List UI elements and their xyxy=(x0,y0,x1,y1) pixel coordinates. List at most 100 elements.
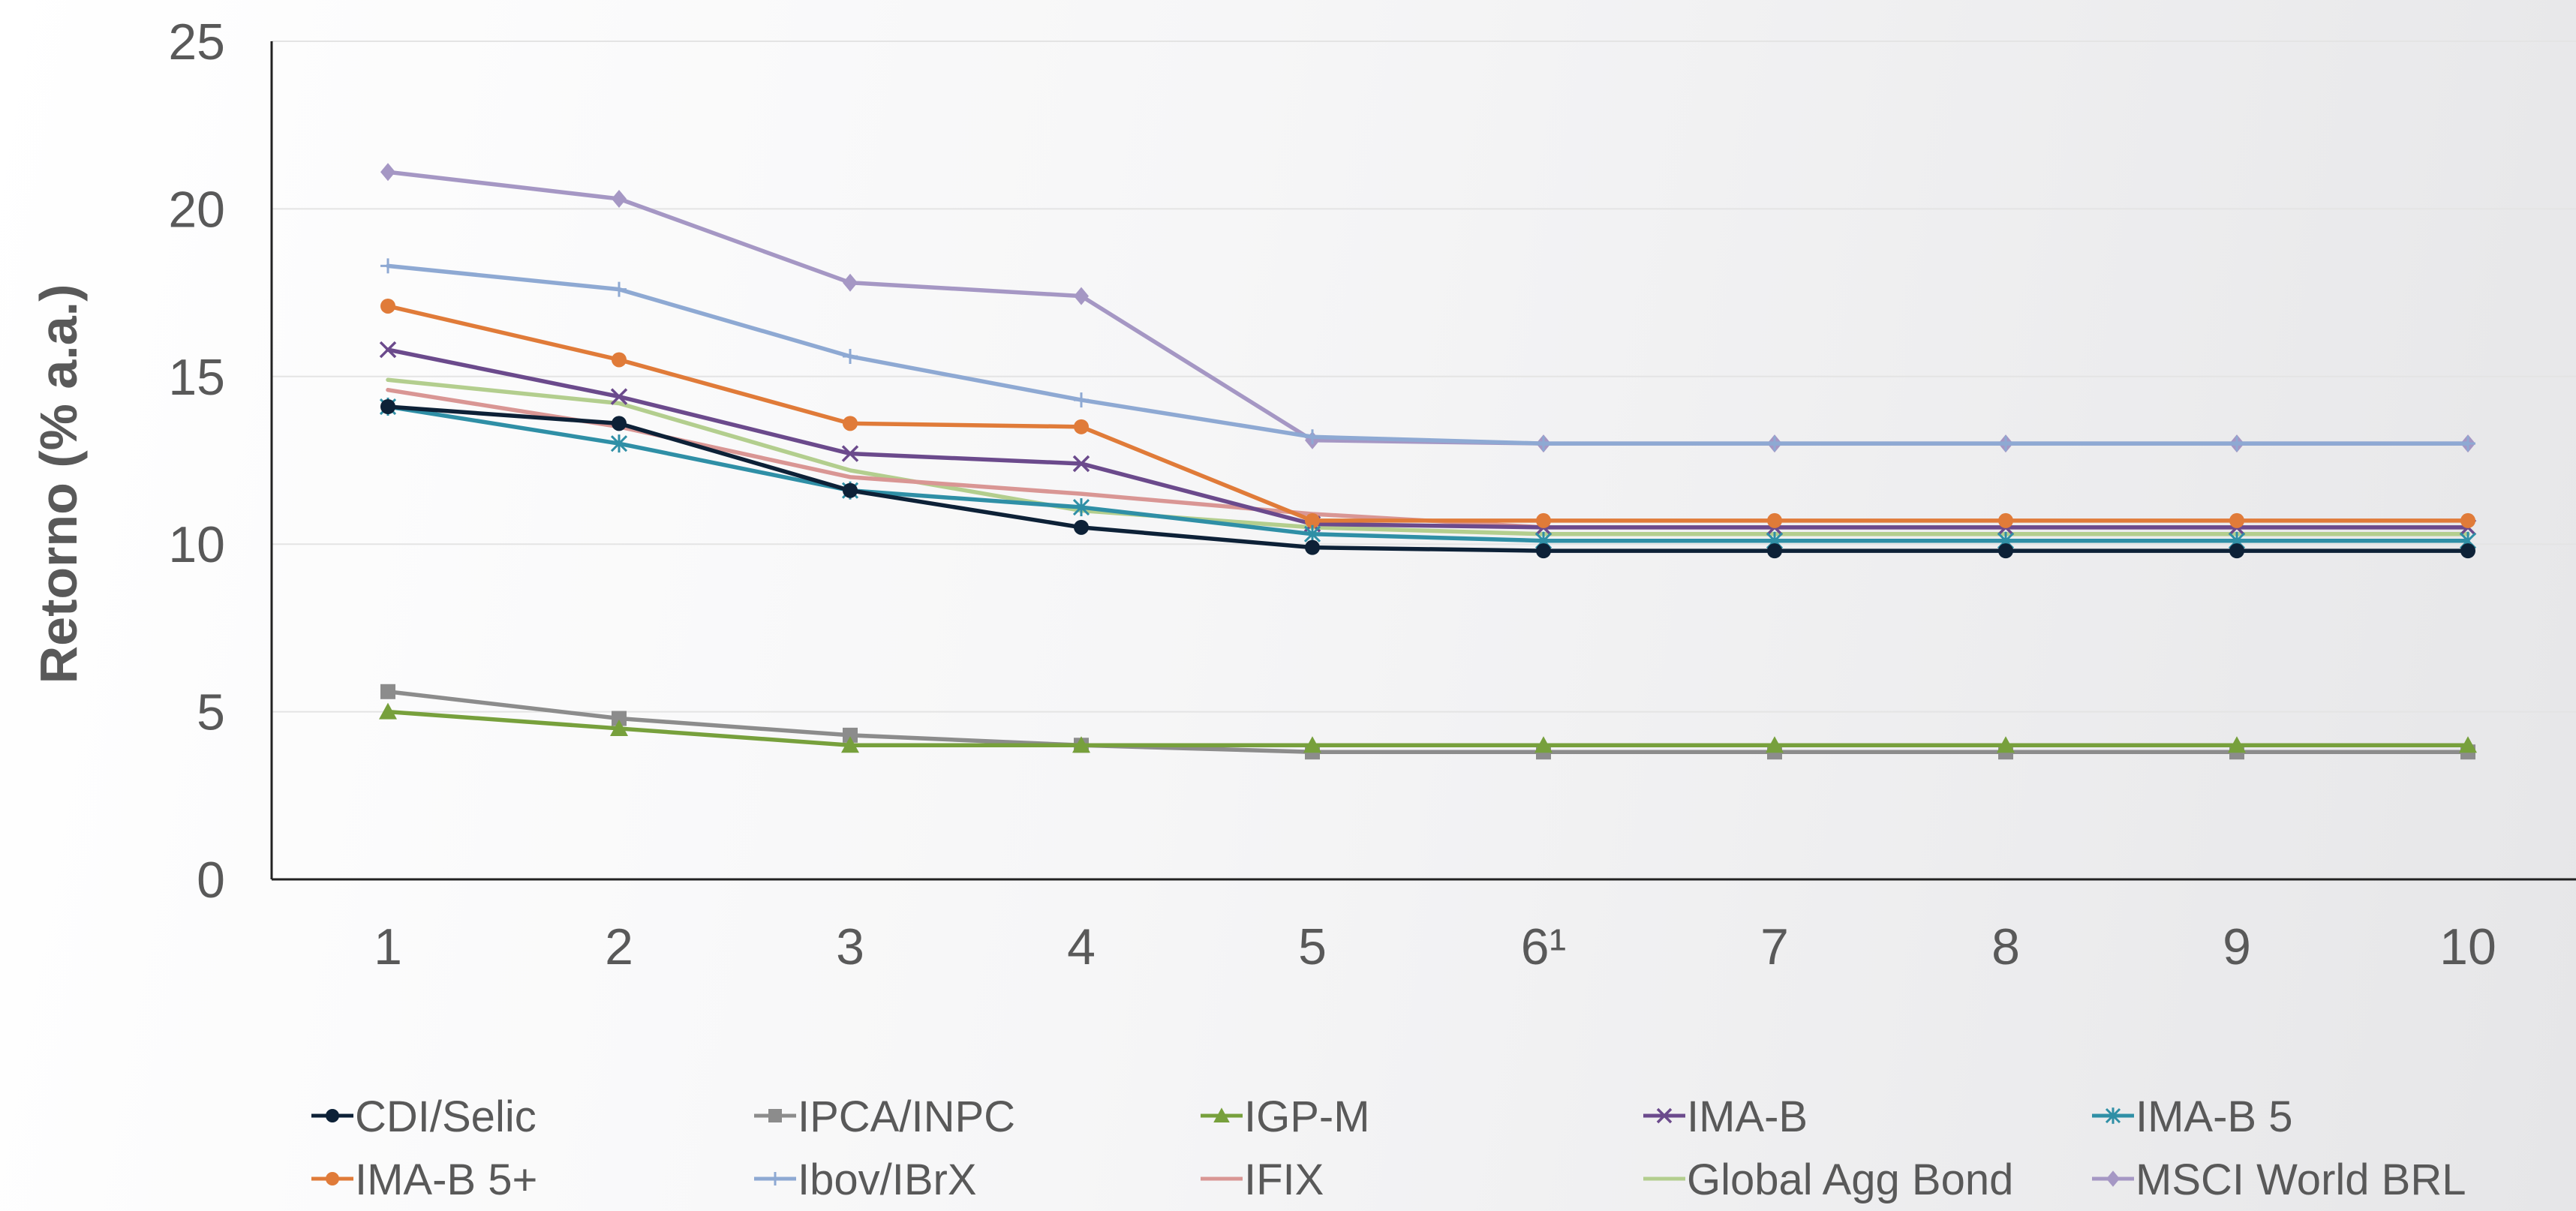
data-point xyxy=(1767,436,1782,452)
data-point xyxy=(612,189,627,208)
series-line xyxy=(386,404,2470,553)
x-tick-label: 3 xyxy=(836,918,864,975)
legend-label: IPCA/INPC xyxy=(798,1092,1015,1141)
series-msci-world-brl xyxy=(380,163,2475,453)
data-point xyxy=(843,273,858,292)
legend-item: Global Agg Bond xyxy=(1643,1155,2013,1204)
data-point xyxy=(2460,543,2475,559)
data-point xyxy=(2229,512,2244,528)
series-ipca-inpc xyxy=(380,684,2475,760)
data-point xyxy=(1303,736,1321,753)
data-point xyxy=(380,298,395,314)
data-point xyxy=(326,1172,339,1185)
data-point xyxy=(841,445,859,462)
data-point xyxy=(843,727,858,743)
series-ima-b-5- xyxy=(380,298,2475,528)
data-point xyxy=(1072,498,1090,517)
x-tick-label: 5 xyxy=(1298,918,1327,975)
legend-label: IMA-B xyxy=(1687,1092,1808,1141)
data-point xyxy=(1767,543,1782,559)
series-ibov-ibrx xyxy=(380,258,2475,452)
data-point xyxy=(612,281,627,297)
data-point xyxy=(1074,419,1089,434)
data-point xyxy=(379,341,397,359)
data-point xyxy=(1072,736,1090,753)
series-line xyxy=(386,377,2470,536)
legend-label: CDI/Selic xyxy=(355,1092,537,1141)
legend-label: Ibov/IBrX xyxy=(798,1155,977,1204)
data-point xyxy=(326,1109,339,1122)
y-tick-label: 5 xyxy=(197,684,225,741)
data-point xyxy=(2459,736,2477,753)
data-point xyxy=(1767,512,1782,528)
x-tick-label: 2 xyxy=(605,918,633,975)
data-point-stroke xyxy=(1072,455,1090,473)
x-tick-label: 7 xyxy=(1760,918,1789,975)
data-point xyxy=(380,258,395,274)
data-point xyxy=(1305,512,1320,528)
series-line xyxy=(386,404,2470,543)
data-point xyxy=(768,1172,782,1185)
data-point xyxy=(843,416,858,431)
data-point xyxy=(2106,1170,2120,1187)
legend-item: CDI/Selic xyxy=(311,1092,537,1141)
data-point xyxy=(380,163,395,182)
data-point xyxy=(1997,736,2015,753)
legend-label: Global Agg Bond xyxy=(1687,1155,2013,1204)
legend-item: IMA-B 5+ xyxy=(311,1155,537,1204)
legend-item: IFIX xyxy=(1201,1155,1324,1204)
data-point xyxy=(1074,287,1089,305)
series-line xyxy=(386,304,2470,523)
data-point xyxy=(1305,429,1320,445)
legend-item: MSCI World BRL xyxy=(2092,1155,2466,1204)
data-point xyxy=(1656,1107,1673,1124)
y-tick-label: 20 xyxy=(168,181,225,238)
data-point xyxy=(380,399,395,415)
data-point xyxy=(841,736,859,753)
data-point xyxy=(1536,512,1551,528)
legend-label: IFIX xyxy=(1244,1155,1324,1204)
data-point xyxy=(843,348,858,364)
y-axis-title: Retorno (% a.a.) xyxy=(29,284,88,684)
series-cdi-selic xyxy=(380,399,2475,559)
data-point xyxy=(2105,1107,2121,1124)
data-point xyxy=(1074,392,1089,408)
data-point-stroke xyxy=(610,388,628,405)
data-point xyxy=(2460,436,2475,452)
data-point xyxy=(2228,736,2246,753)
data-point xyxy=(1998,543,2013,559)
series-global-agg-bond xyxy=(386,377,2470,536)
y-tick-label: 25 xyxy=(168,14,225,71)
data-point xyxy=(379,702,397,720)
data-point-stroke xyxy=(841,445,859,462)
x-tick-label: 8 xyxy=(1991,918,2020,975)
y-tick-label: 10 xyxy=(168,516,225,573)
legend-item: IPCA/INPC xyxy=(754,1092,1015,1141)
legend-label: IMA-B 5 xyxy=(2136,1092,2293,1141)
data-point-stroke xyxy=(1656,1107,1673,1124)
legend-label: MSCI World BRL xyxy=(2136,1155,2466,1204)
x-tick-label: 9 xyxy=(2223,918,2251,975)
data-point xyxy=(1305,539,1320,555)
data-point xyxy=(610,388,628,405)
series-igp-m xyxy=(379,702,2477,753)
x-tick-label: 10 xyxy=(2439,918,2496,975)
data-point xyxy=(1536,436,1551,452)
legend-label: IGP-M xyxy=(1244,1092,1370,1141)
data-point xyxy=(1998,512,2013,528)
legend-item: Ibov/IBrX xyxy=(754,1155,977,1204)
legend-item: IGP-M xyxy=(1201,1092,1370,1141)
data-point xyxy=(612,711,627,726)
data-point-stroke xyxy=(379,341,397,359)
data-point xyxy=(1072,455,1090,473)
legend-item: IMA-B 5 xyxy=(2092,1092,2293,1141)
series-line xyxy=(386,170,2470,446)
data-point xyxy=(1213,1107,1230,1122)
data-point xyxy=(612,416,627,431)
data-point xyxy=(2460,512,2475,528)
series-line xyxy=(386,709,2470,748)
data-point xyxy=(2229,543,2244,559)
data-point xyxy=(1536,543,1551,559)
